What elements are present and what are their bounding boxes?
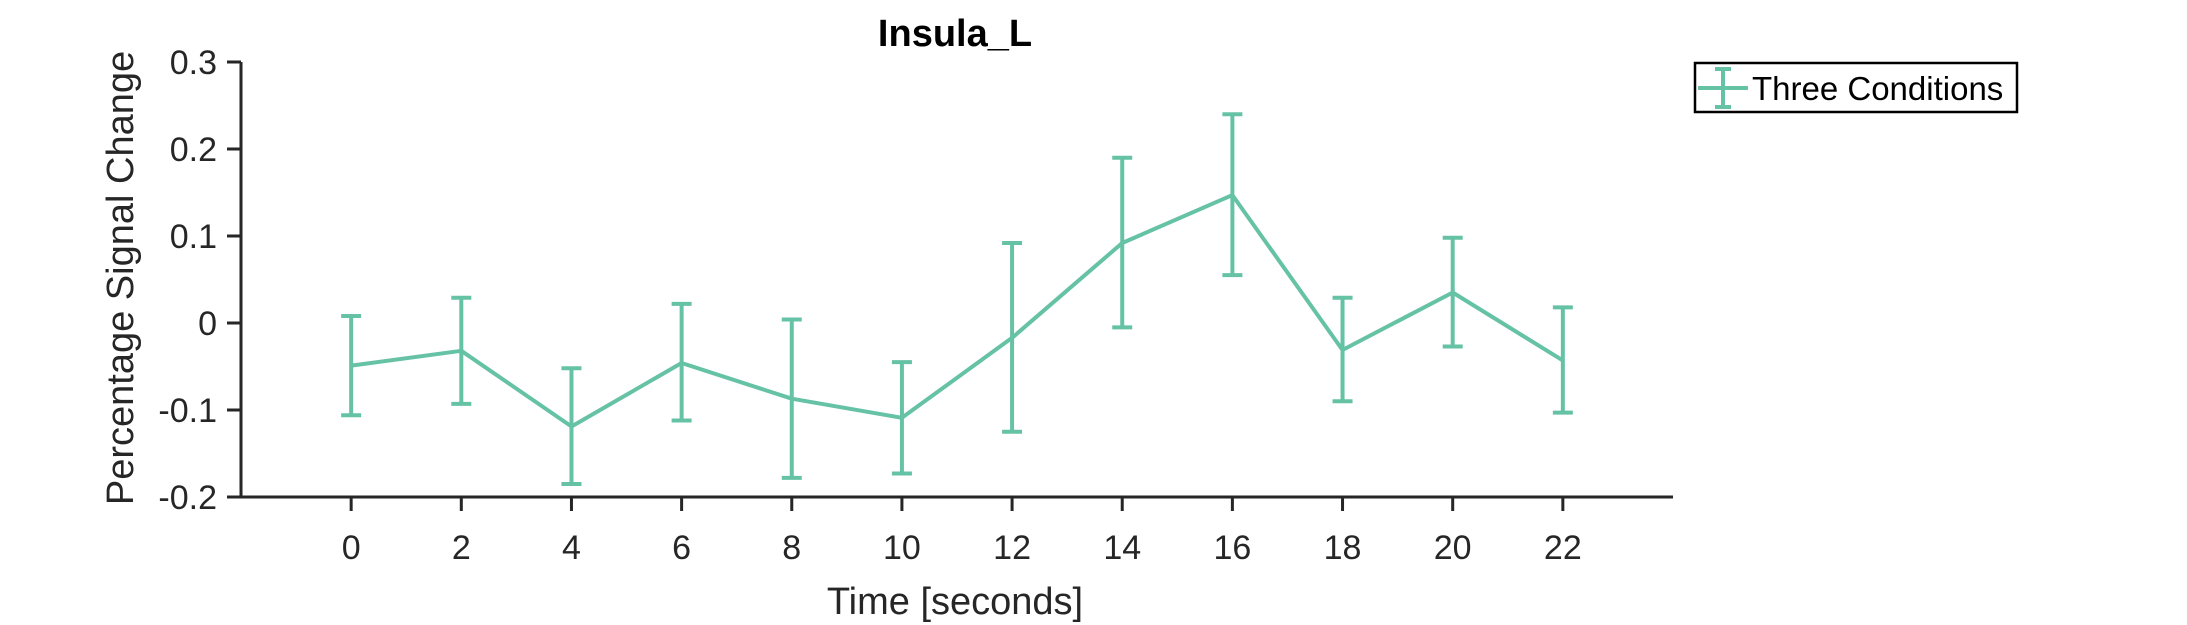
legend-box [1693, 61, 2019, 114]
x-tick-label: 12 [993, 529, 1031, 567]
x-tick-label: 14 [1103, 529, 1141, 567]
y-tick-label: 0 [198, 305, 217, 343]
y-tick-label: 0.1 [170, 218, 217, 256]
y-tick-label: -0.1 [158, 392, 217, 430]
chart-title: Insula_L [878, 13, 1032, 55]
error-bar [1222, 112, 1243, 278]
axes: 0 2 4 6 8 10 12 14 16 18 20 22 -0.2 -0.1 0 0.1 0.2 0.3 [158, 44, 1673, 567]
x-tick-label: 8 [782, 529, 801, 567]
error-bar [1332, 295, 1353, 404]
legend-label: Three Conditions [1752, 70, 2003, 107]
x-tick-label: 18 [1324, 529, 1362, 567]
x-tick-label: 16 [1213, 529, 1251, 567]
error-bar [671, 301, 692, 423]
x-tick-label: 2 [452, 529, 471, 567]
series-line [350, 193, 1564, 429]
x-tick-label: 0 [342, 529, 361, 567]
x-tick-label: 10 [883, 529, 921, 567]
x-axis-label: Time [seconds] [827, 581, 1083, 623]
legend: Three Conditions [1693, 61, 2019, 114]
y-axis-label: Percentage Signal Change [100, 51, 142, 505]
error-bar [1002, 240, 1023, 434]
error-bar [1112, 155, 1133, 330]
error-bar [1442, 235, 1463, 349]
error-bar [561, 366, 582, 486]
error-bar [1552, 305, 1573, 415]
x-tick-label: 4 [562, 529, 581, 567]
y-tick-label: -0.2 [158, 479, 217, 517]
x-tick-label: 22 [1544, 529, 1582, 567]
x-tick-label: 6 [672, 529, 691, 567]
y-tick-label: 0.2 [170, 131, 217, 169]
x-tick-label: 20 [1434, 529, 1472, 567]
plot-area [341, 112, 1573, 486]
y-tick-label: 0.3 [170, 44, 217, 82]
